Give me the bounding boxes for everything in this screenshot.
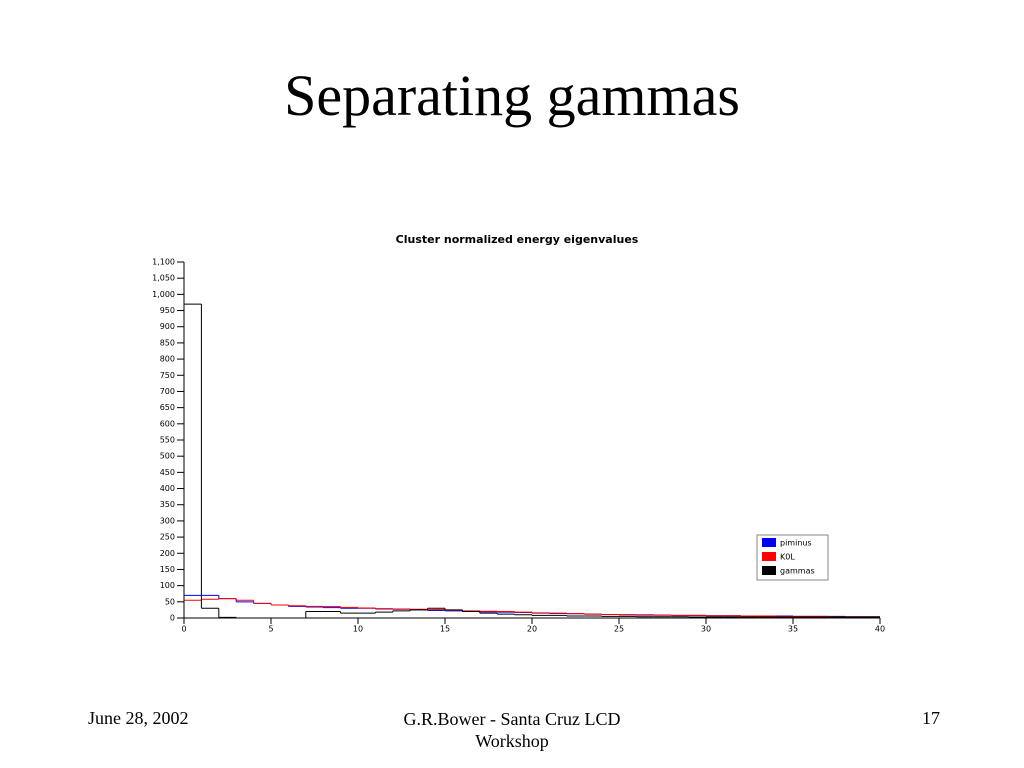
y-tick-label: 100 <box>160 581 175 590</box>
x-tick-label: 15 <box>440 625 450 634</box>
x-tick-label: 25 <box>614 625 624 634</box>
y-tick-label: 750 <box>160 371 175 380</box>
y-tick-label: 600 <box>160 419 175 428</box>
y-tick-label: 450 <box>160 468 175 477</box>
x-tick-label: 20 <box>527 625 537 634</box>
x-tick-label: 5 <box>268 625 273 634</box>
y-tick-label: 50 <box>165 597 175 606</box>
legend-swatch <box>762 538 776 547</box>
y-tick-label: 700 <box>160 387 175 396</box>
legend-label: K0L <box>780 553 795 562</box>
y-tick-label: 900 <box>160 322 175 331</box>
y-tick-label: 1,100 <box>152 258 175 267</box>
y-tick-label: 800 <box>160 355 175 364</box>
y-tick-label: 300 <box>160 516 175 525</box>
y-tick-label: 1,050 <box>152 274 175 283</box>
y-tick-label: 200 <box>160 549 175 558</box>
y-tick-label: 650 <box>160 403 175 412</box>
y-tick-label: 400 <box>160 484 175 493</box>
x-tick-label: 30 <box>701 625 711 634</box>
y-tick-label: 150 <box>160 565 175 574</box>
footer-page: 17 <box>922 708 940 728</box>
footer-date: June 28, 2002 <box>88 708 189 728</box>
x-tick-label: 10 <box>353 625 363 634</box>
slide-title: Separating gammas <box>284 63 740 128</box>
y-tick-label: 1,000 <box>152 290 175 299</box>
x-tick-label: 35 <box>788 625 798 634</box>
x-tick-label: 0 <box>181 625 186 634</box>
y-tick-label: 0 <box>170 614 175 623</box>
y-tick-label: 250 <box>160 533 175 542</box>
y-tick-label: 850 <box>160 338 175 347</box>
legend-label: gammas <box>780 567 815 576</box>
y-tick-label: 550 <box>160 436 175 445</box>
legend-swatch <box>762 566 776 575</box>
legend-label: piminus <box>780 539 812 548</box>
x-tick-label: 40 <box>875 625 885 634</box>
chart-title: Cluster normalized energy eigenvalues <box>396 233 639 246</box>
y-tick-label: 350 <box>160 500 175 509</box>
y-tick-label: 500 <box>160 452 175 461</box>
y-tick-label: 950 <box>160 306 175 315</box>
legend-swatch <box>762 552 776 561</box>
footer-author: G.R.Bower - Santa Cruz LCD Workshop <box>403 709 621 751</box>
